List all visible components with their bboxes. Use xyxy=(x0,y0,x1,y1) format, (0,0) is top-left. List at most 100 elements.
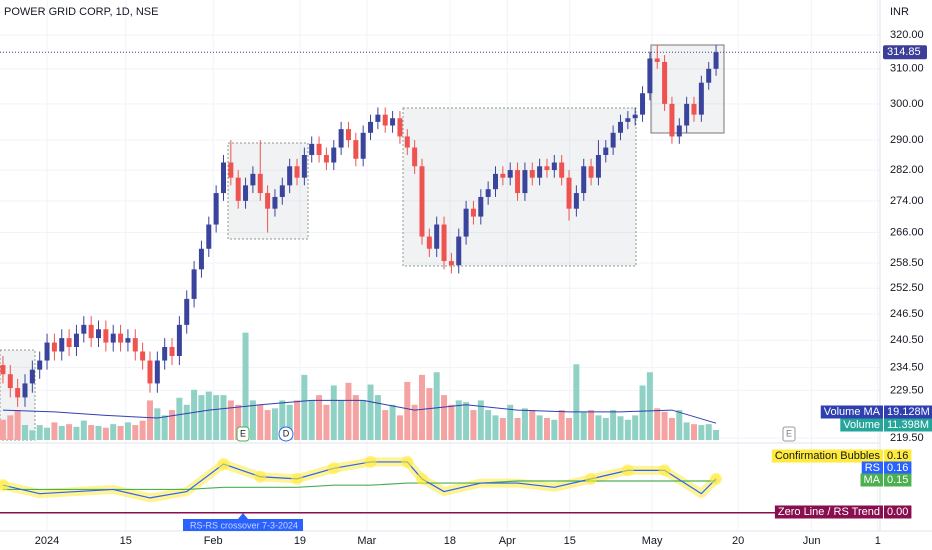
candle-body xyxy=(191,269,197,299)
candle-body xyxy=(573,193,579,209)
candle-body xyxy=(375,114,381,122)
last-price-box xyxy=(883,45,927,60)
y-tick-label: 310.00 xyxy=(890,63,924,75)
x-tick-label: 19 xyxy=(294,535,306,547)
confirmation-bubble xyxy=(710,472,723,485)
volume-bar xyxy=(367,384,374,440)
legend-name: MA xyxy=(864,474,881,486)
volume-bar xyxy=(382,410,389,440)
candle-body xyxy=(390,118,396,126)
candle-body xyxy=(419,166,425,237)
x-tick-label: Mar xyxy=(357,535,376,547)
volume-bar xyxy=(352,395,359,440)
volume-bar xyxy=(146,400,153,440)
volume-bar xyxy=(301,374,308,440)
confirmation-bubble xyxy=(415,472,428,485)
candle-body xyxy=(654,58,660,62)
volume-bar xyxy=(374,395,381,440)
volume-bar xyxy=(588,410,595,440)
volume-bar xyxy=(66,424,73,440)
x-tick-label: 15 xyxy=(120,535,132,547)
candle-body xyxy=(647,58,653,94)
candle-body xyxy=(250,173,256,186)
plot xyxy=(0,44,720,440)
candle-body xyxy=(368,121,374,133)
candle-body xyxy=(662,61,668,104)
volume-bar xyxy=(566,418,573,440)
candle-body xyxy=(176,324,182,357)
candle-body xyxy=(110,333,116,343)
volume-bar xyxy=(0,419,6,440)
volume-bar xyxy=(308,400,315,440)
crossover-label: RS-RS crossover 7-3-2024 xyxy=(190,520,298,530)
candle-body xyxy=(15,388,21,398)
volume-bar xyxy=(610,410,617,440)
y-tick-label: 300.00 xyxy=(890,98,924,110)
volume-bar xyxy=(58,425,65,440)
candle-body xyxy=(265,193,271,209)
candle-body xyxy=(426,236,432,249)
candle-body xyxy=(559,162,565,178)
volume-bar xyxy=(7,415,14,440)
candle-body xyxy=(81,324,87,334)
candle-body xyxy=(198,248,204,270)
legend-value: 19.128M xyxy=(887,406,930,418)
earnings-marker: E xyxy=(236,426,250,442)
x-tick-label: May xyxy=(642,535,663,547)
candle-body xyxy=(345,129,351,141)
candle-body xyxy=(684,103,690,126)
volume-bar xyxy=(183,404,190,440)
y-tick-label: 266.00 xyxy=(890,226,924,238)
volume-bar xyxy=(198,395,205,440)
volume-bar xyxy=(573,364,580,440)
candle-body xyxy=(640,93,646,115)
y-tick-label: 320.00 xyxy=(890,29,924,41)
y-tick-label: 258.50 xyxy=(890,257,924,269)
volume-bar xyxy=(639,385,646,440)
volume-bar xyxy=(676,410,683,440)
volume-bar xyxy=(88,425,95,440)
candle-body xyxy=(301,154,307,178)
x-tick-label: 1 xyxy=(875,535,881,547)
candle-body xyxy=(220,162,226,194)
crossover-tag: RS-RS crossover 7-3-2024 xyxy=(183,513,303,531)
volume-bar xyxy=(514,418,521,440)
volume-bar xyxy=(668,418,675,440)
candle-body xyxy=(59,338,65,352)
volume-bar xyxy=(80,420,87,440)
candle-body xyxy=(463,208,469,237)
candle-body xyxy=(169,347,175,357)
candle-body xyxy=(537,166,543,178)
y-tick-label: 282.00 xyxy=(890,164,924,176)
volume-bar xyxy=(21,425,28,440)
volume-ma-line xyxy=(2,399,717,424)
volume-bar xyxy=(132,425,139,440)
candle-body xyxy=(500,173,506,178)
volume-bar xyxy=(51,422,58,440)
candle-body xyxy=(140,351,146,361)
candle-body xyxy=(404,136,410,148)
volume-bar xyxy=(698,425,705,440)
legend-value-box xyxy=(884,449,912,463)
volume-bar xyxy=(389,404,396,440)
volume-bar xyxy=(463,402,470,440)
volume-bar xyxy=(249,400,256,440)
volume-bar xyxy=(470,410,477,440)
volume-bar xyxy=(595,415,602,440)
volume-bar xyxy=(191,389,198,440)
volume-bar xyxy=(632,415,639,440)
volume-bar xyxy=(154,408,161,440)
candle-body xyxy=(323,154,329,163)
volume-bar xyxy=(242,332,249,440)
volume-bar xyxy=(396,415,403,440)
currency: INR xyxy=(890,6,909,18)
candle-body xyxy=(7,374,13,389)
legend-value: 0.15 xyxy=(887,474,908,486)
volume-bar xyxy=(117,425,124,440)
candle-body xyxy=(551,162,557,171)
marker-label: D xyxy=(283,428,290,438)
y-tick-label: 274.00 xyxy=(890,195,924,207)
volume-bar xyxy=(507,404,514,440)
volume-bar xyxy=(345,382,352,440)
